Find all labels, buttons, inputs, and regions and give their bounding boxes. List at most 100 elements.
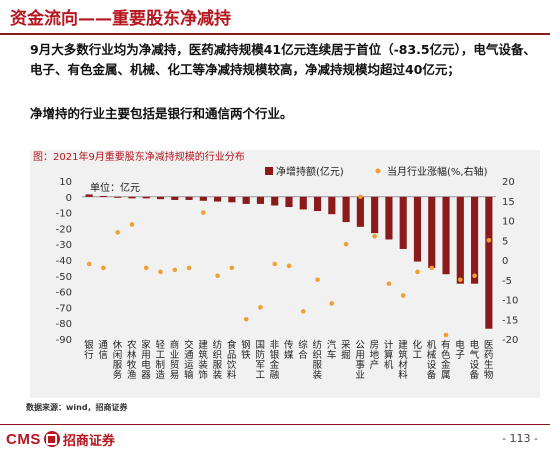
x-tick-label: 农林牧渔 (127, 339, 137, 381)
left-tick-label: -70 (56, 303, 72, 314)
bar (156, 196, 165, 200)
bar (271, 196, 279, 206)
x-tick-label: 有色金属 (441, 339, 451, 381)
bar (242, 196, 250, 204)
bar (328, 196, 336, 215)
right-tick-label: -20 (502, 335, 518, 346)
footer-divider (0, 424, 550, 425)
bar (99, 196, 107, 198)
scatter-point (158, 269, 163, 275)
logo-cms-text: CMS (6, 430, 41, 448)
scatter-point (129, 222, 135, 227)
right-tick-label: -15 (502, 315, 518, 326)
slide-title: 资金流向——重要股东净减持 (10, 9, 231, 29)
bar (456, 196, 464, 284)
x-tick-label: 休闲服务 (113, 339, 123, 381)
page-number: - 113 - (502, 432, 538, 445)
scatter-point (415, 269, 420, 275)
left-tick-label: -10 (56, 209, 72, 220)
bar (413, 196, 422, 262)
scatter-point (101, 265, 106, 271)
left-tick-label: -30 (56, 240, 72, 251)
title-divider (0, 33, 550, 35)
scatter-point (115, 230, 120, 235)
legend-dot-swatch (375, 168, 381, 174)
bar (428, 196, 436, 268)
bar (171, 196, 179, 200)
chart-panel (30, 150, 540, 398)
bar (299, 196, 307, 210)
x-tick-label: 国防军工 (255, 340, 265, 381)
x-tick-label: 商业贸易 (170, 339, 180, 381)
x-tick-label: 综合 (298, 339, 308, 361)
right-tick-label: 0 (502, 256, 508, 267)
x-tick-label: 传媒 (284, 339, 294, 361)
x-tick-label: 汽车 (327, 339, 337, 361)
summary-paragraph: 9月大多数行业均为净减持，医药减持规模41亿元连续居于首位（-83.5亿元），电… (30, 42, 536, 77)
x-tick-label: 医药生物 (484, 340, 494, 381)
right-tick-label: 20 (502, 177, 515, 188)
bar (442, 196, 450, 275)
x-tick-label: 电子 (455, 339, 465, 361)
x-tick-label: 机械设备 (427, 339, 437, 381)
x-tick-label: 化工 (412, 339, 422, 361)
unit-label: 单位：亿元 (90, 181, 140, 194)
scatter-point (458, 277, 463, 283)
bar (214, 196, 222, 202)
scatter-point (86, 261, 92, 267)
bar (285, 196, 293, 208)
bar (256, 196, 265, 204)
scatter-point (300, 309, 306, 314)
x-tick-label: 钢铁 (241, 339, 251, 361)
scatter-point (329, 301, 335, 306)
scatter-point (172, 267, 178, 273)
bar (128, 196, 136, 199)
bar (313, 196, 322, 212)
x-tick-label: 轻工制造 (156, 339, 166, 381)
x-tick-label: 建筑装饰 (198, 339, 208, 381)
right-tick-label: -5 (502, 276, 512, 287)
data-source: 数据来源：wind，招商证券 (26, 403, 128, 412)
right-tick-label: 5 (502, 236, 508, 247)
scatter-point (258, 305, 263, 310)
scatter-point (400, 293, 406, 298)
bar (114, 196, 122, 198)
legend-dot-label: 当月行业涨幅(%,右轴) (387, 165, 488, 178)
x-tick-label: 纺织服装 (313, 339, 323, 381)
logo-emblem-icon (43, 431, 60, 447)
x-tick-label: 房地产 (370, 339, 380, 371)
scatter-point (229, 265, 235, 271)
left-tick-label: -50 (56, 272, 72, 283)
bar (371, 196, 379, 234)
left-tick-label: -80 (56, 319, 72, 330)
scatter-point (372, 234, 377, 239)
bar (185, 196, 193, 200)
scatter-point (315, 277, 320, 283)
right-tick-label: -10 (502, 296, 518, 307)
scatter-point (272, 261, 278, 267)
scatter-point (358, 194, 363, 200)
summary-paragraph-2: 净增持的行业主要包括是银行和通信两个行业。 (30, 106, 293, 121)
x-tick-label: 交通运输 (184, 339, 194, 381)
scatter-point (286, 263, 292, 269)
bar (142, 196, 150, 199)
x-tick-label: 家用电器 (141, 339, 151, 381)
scatter-point (486, 237, 492, 243)
x-tick-label: 建筑材料 (398, 339, 408, 381)
bar (399, 196, 407, 249)
scatter-point (443, 332, 449, 338)
x-tick-label: 公用事业 (355, 340, 365, 381)
scatter-point (215, 273, 220, 279)
bar (385, 196, 393, 240)
scatter-point (243, 316, 249, 322)
x-tick-label: 非银金融 (270, 339, 280, 381)
bar (342, 196, 350, 223)
x-tick-label: 通信 (98, 340, 108, 361)
left-tick-label: 10 (59, 177, 72, 188)
x-tick-label: 计算机 (384, 339, 394, 371)
x-tick-label: 纺织服装 (213, 339, 223, 381)
bar (228, 196, 236, 203)
scatter-point (201, 210, 206, 215)
x-tick-label: 食品饮料 (227, 339, 237, 381)
